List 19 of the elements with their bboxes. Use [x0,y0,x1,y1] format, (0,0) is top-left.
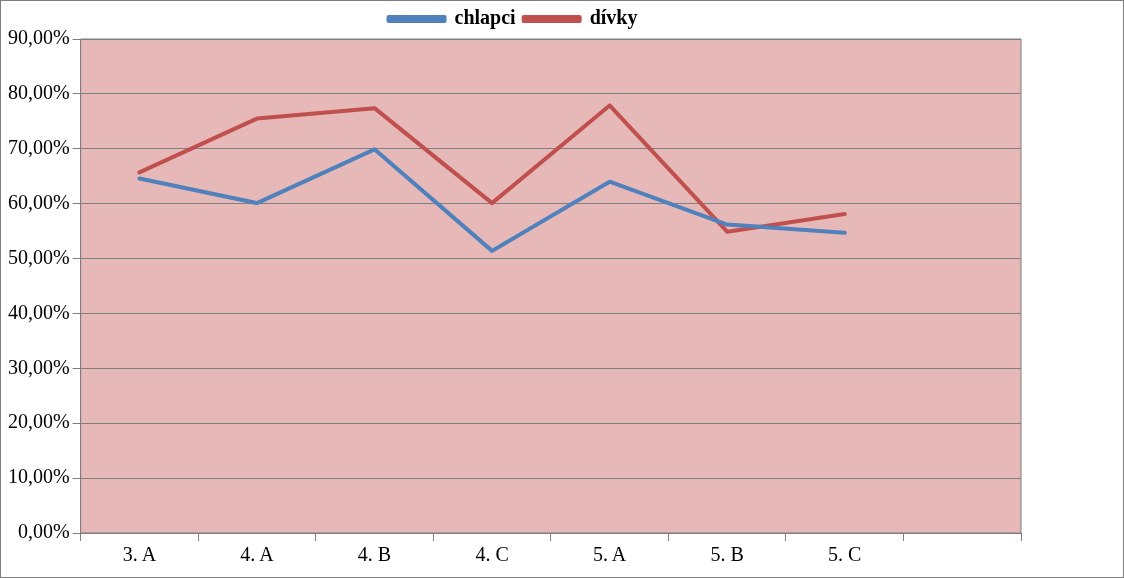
y-tick-label: 10,00% [7,465,70,488]
y-tick-label: 30,00% [7,355,70,378]
x-tick-label: 3. A [122,543,157,566]
x-tick-label: 4. C [475,543,509,566]
y-tick-label: 60,00% [7,190,70,213]
y-tick-label: 0,00% [17,520,70,543]
x-tick-label: 4. A [240,543,275,566]
x-tick-label: 5. C [828,543,862,566]
legend-label: dívky [589,6,638,30]
x-tick-label: 4. B [357,543,392,566]
y-tick-label: 20,00% [7,410,70,433]
y-tick-label: 80,00% [7,81,70,104]
x-tick-label: 5. B [710,543,744,566]
y-tick-label: 90,00% [7,26,70,49]
y-tick-label: 40,00% [7,300,70,323]
legend-label: chlapci [454,6,517,30]
x-tick-label: 5. A [592,543,627,566]
y-tick-label: 50,00% [7,245,70,268]
y-tick-label: 70,00% [7,136,70,159]
